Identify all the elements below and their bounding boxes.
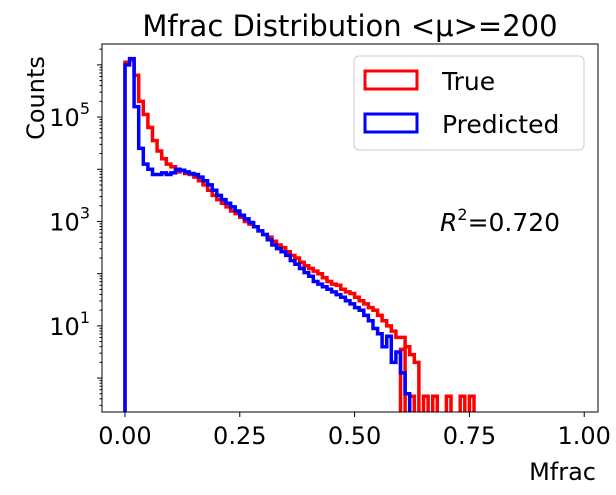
histogram-step-true (123, 57, 421, 412)
legend-box (353, 55, 585, 151)
x-tick-label: 0.75 (443, 422, 496, 450)
x-tick-label: 0.50 (328, 422, 381, 450)
histogram-sparse-bin-true (430, 394, 440, 412)
series-layer (123, 56, 476, 412)
legend-swatch-predicted (363, 112, 419, 134)
legend-label-predicted: Predicted (442, 110, 559, 139)
histogram-sparse-bin-true (458, 394, 467, 412)
y-axis-label: Counts (22, 56, 50, 140)
x-tick-label: 1.00 (558, 422, 611, 450)
axes-frame (101, 43, 599, 413)
histogram-sparse-bin-true (444, 394, 453, 412)
plot-area (101, 43, 599, 413)
legend: True Predicted (353, 55, 585, 151)
r-squared-exponent: 2 (457, 205, 467, 224)
x-axis-ticks: 0.00 0.25 0.50 0.75 1.00 (98, 412, 611, 450)
x-axis-label: Mfrac (529, 458, 596, 486)
histogram-step-predicted (123, 56, 412, 412)
y-tick-label: 101 (49, 308, 90, 341)
y-axis-ticks: 101 103 105 (49, 48, 102, 406)
legend-swatch-true (363, 69, 419, 91)
x-tick-label: 0.00 (98, 422, 151, 450)
r-squared-annotation: R2=0.720 (440, 205, 560, 237)
r-squared-symbol: R (440, 208, 457, 237)
chart-title: Mfrac Distribution <μ>=200 (142, 9, 557, 43)
histogram-sparse-bin-true (421, 394, 430, 412)
x-tick-label: 0.25 (213, 422, 266, 450)
legend-label-true: True (441, 67, 495, 96)
y-tick-label: 105 (49, 99, 90, 132)
y-tick-label: 103 (49, 203, 90, 236)
r-squared-value: =0.720 (468, 208, 561, 237)
histogram-sparse-bin-true (467, 394, 476, 412)
